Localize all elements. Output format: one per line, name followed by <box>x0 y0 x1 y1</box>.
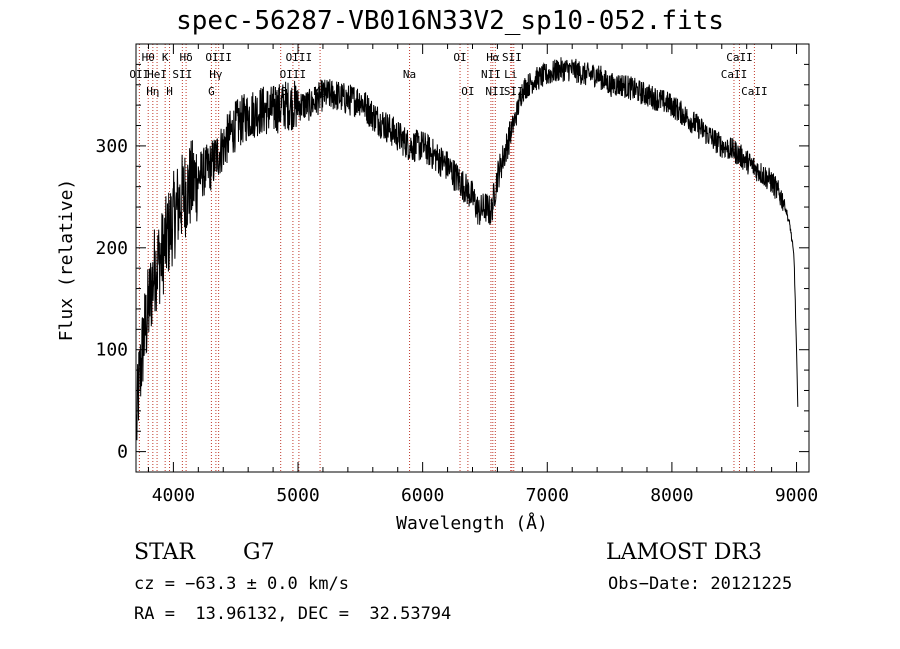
line-label-6: SII <box>172 68 192 81</box>
line-label-26: CaII <box>741 85 768 98</box>
x-tick-label-5: 9000 <box>775 485 818 506</box>
axis-ticks: 4000 5000 6000 7000 8000 9000 0 100 200 300 <box>95 44 818 506</box>
line-label-5: H <box>166 85 173 98</box>
x-tick-label-1: 5000 <box>276 485 319 506</box>
y-tick-label-1: 100 <box>95 340 128 361</box>
x-tick-label-4: 8000 <box>650 485 693 506</box>
line-label-8: G <box>208 85 215 98</box>
y-tick-label-2: 200 <box>95 238 128 259</box>
x-tick-label-3: 7000 <box>526 485 569 506</box>
object-subclass: G7 <box>243 540 275 565</box>
line-label-20: NII <box>485 85 505 98</box>
spectrum-line <box>136 57 799 441</box>
line-label-4: K <box>162 51 169 64</box>
line-label-13: OIII <box>286 51 313 64</box>
line-label-9: Hγ <box>209 68 223 81</box>
observation-date: Obs−Date: 20121225 <box>608 574 793 594</box>
redshift-info: cz = −63.3 ± 0.0 km/s <box>134 574 349 594</box>
line-label-21: Li <box>504 68 517 81</box>
line-label-3: HeI <box>147 68 167 81</box>
line-label-16: OI <box>453 51 466 64</box>
line-label-25: CaII <box>726 51 753 64</box>
line-label-7: Hδ <box>179 51 192 64</box>
x-tick-label-0: 4000 <box>152 485 195 506</box>
line-label-15: Na <box>403 68 416 81</box>
line-label-10: OIII <box>205 51 232 64</box>
line-label-17: OI <box>461 85 474 98</box>
ra-dec-info: RA = 13.96132, DEC = 32.53794 <box>134 604 452 624</box>
y-tick-label-3: 300 <box>95 136 128 157</box>
line-label-24: CaII <box>721 68 748 81</box>
x-axis-label: Wavelength (Å) <box>396 512 548 534</box>
line-label-22: SII <box>502 51 522 64</box>
line-label-12: OIII <box>280 68 307 81</box>
survey-name: LAMOST DR3 <box>606 540 762 565</box>
line-label-19: Hα <box>486 51 500 64</box>
line-label-18: NII <box>481 68 501 81</box>
chart-title: spec-56287-VB016N33V2_sp10-052.fits <box>176 6 724 36</box>
line-label-0: OII <box>129 68 149 81</box>
x-tick-label-2: 6000 <box>401 485 444 506</box>
line-label-2: Hη <box>146 85 159 98</box>
y-tick-label-0: 0 <box>117 442 128 463</box>
y-axis-label: Flux (relative) <box>56 179 77 342</box>
object-class: STAR <box>134 540 195 565</box>
line-label-1: Hθ <box>142 51 155 64</box>
